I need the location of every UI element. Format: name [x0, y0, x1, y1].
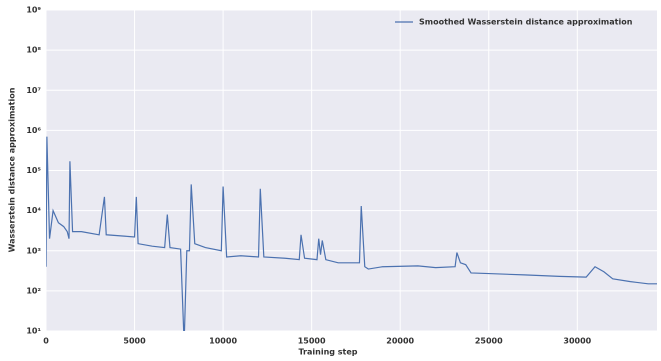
- x-tick-label: 0: [43, 337, 49, 346]
- y-tick-label: 10⁴: [26, 206, 41, 215]
- y-tick-label: 10²: [26, 286, 41, 295]
- y-tick-label: 10⁹: [26, 6, 41, 15]
- y-tick-label: 10³: [26, 246, 41, 255]
- x-axis-label: Training step: [298, 348, 357, 357]
- x-tick-label: 15000: [298, 337, 326, 346]
- y-tick-label: 10⁶: [26, 126, 41, 135]
- y-axis-label: Wasserstein distance approximation: [8, 87, 17, 252]
- x-tick-label: 20000: [386, 337, 414, 346]
- y-tick-label: 10⁸: [26, 46, 41, 55]
- data-line: [46, 136, 657, 331]
- x-tick-label: 30000: [563, 337, 591, 346]
- x-tick-label: 25000: [475, 337, 503, 346]
- y-tick-label: 10¹: [26, 327, 41, 336]
- x-tick-label: 10000: [209, 337, 237, 346]
- legend-label: Smoothed Wasserstein distance approximat…: [419, 18, 633, 27]
- y-tick-label: 10⁵: [26, 166, 41, 175]
- y-tick-label: 10⁷: [26, 86, 41, 95]
- x-tick-label: 5000: [123, 337, 146, 346]
